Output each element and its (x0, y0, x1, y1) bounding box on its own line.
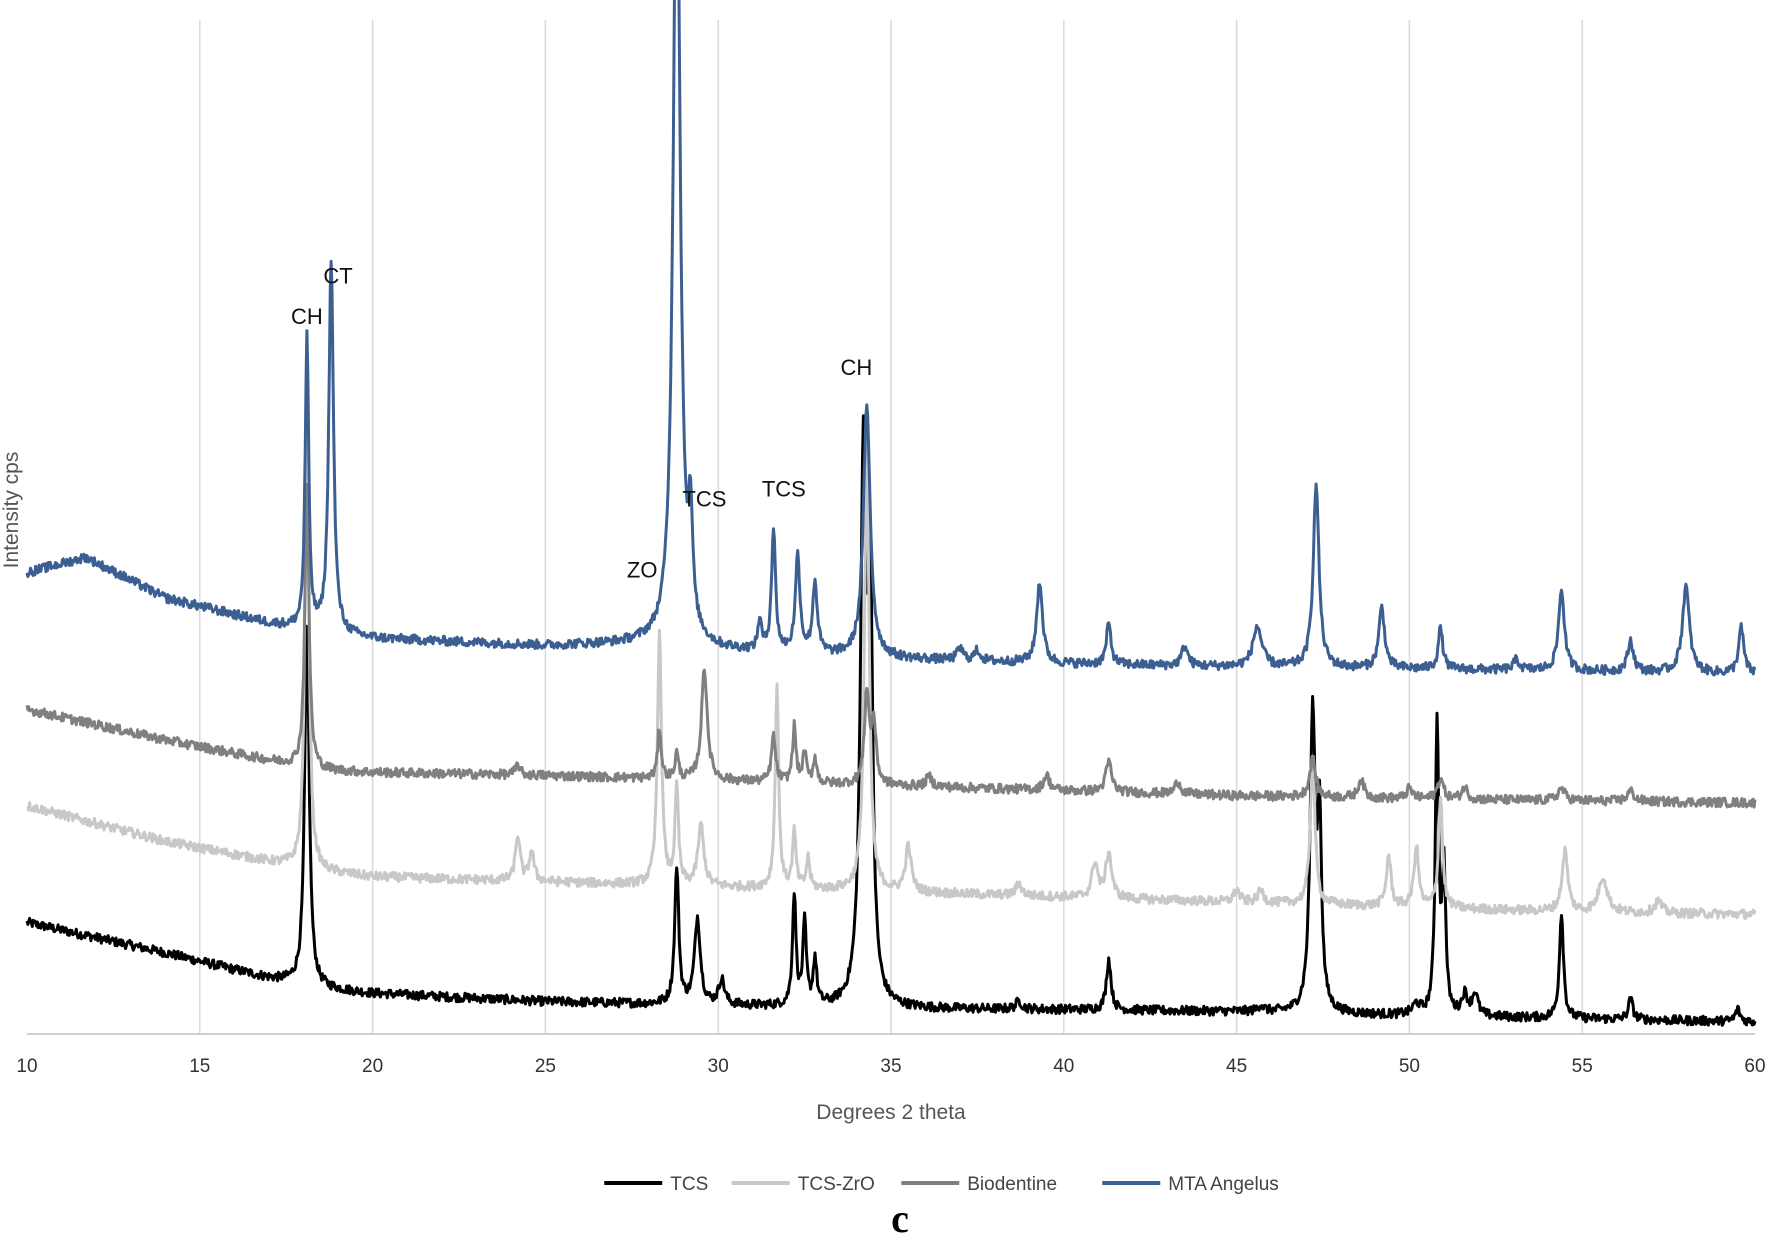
series-line-biodentine (25, 483, 1757, 809)
legend-label: TCS (670, 1174, 708, 1195)
x-tick-label: 30 (708, 1056, 729, 1077)
series-line-mta-angelus (25, 0, 1757, 677)
x-tick-label: 40 (1053, 1056, 1074, 1077)
x-tick-label: 50 (1399, 1056, 1420, 1077)
peak-annotation: CH (841, 355, 873, 380)
gridlines (199, 20, 1583, 1034)
peak-annotation: CH (291, 304, 323, 329)
legend-label: MTA Angelus (1168, 1174, 1279, 1195)
series-line-tcs (25, 414, 1757, 1027)
legend-label: TCS-ZrO (798, 1174, 875, 1195)
x-tick-label: 15 (189, 1056, 210, 1077)
series-lines (25, 0, 1757, 1027)
x-tick-label: 45 (1226, 1056, 1247, 1077)
series-line-tcs-zro (26, 408, 1757, 921)
legend: TCS TCS-ZrO Biodentine MTA Angelus (604, 1174, 1279, 1195)
x-tick-label: 55 (1572, 1056, 1593, 1077)
peak-annotations: CHCTCTZOTCSTCSCH (291, 264, 873, 583)
peak-annotation: TCS (762, 477, 806, 502)
x-axis: 10 15 20 25 30 35 40 45 50 55 60 (16, 1033, 1766, 1077)
x-tick-label: 20 (362, 1056, 383, 1077)
panel-label: c (891, 1196, 909, 1234)
peak-annotation: ZO (627, 558, 658, 583)
y-axis-title: Intensity cps (0, 452, 23, 569)
peak-annotation: CT (323, 264, 352, 289)
peak-annotation: TCS (682, 487, 726, 512)
x-tick-label: 10 (16, 1056, 37, 1077)
x-axis-title: Degrees 2 theta (816, 1101, 966, 1124)
legend-label: Biodentine (967, 1174, 1057, 1195)
x-tick-label: 25 (535, 1056, 556, 1077)
x-tick-label: 60 (1744, 1056, 1765, 1077)
x-tick-label: 35 (880, 1056, 901, 1077)
